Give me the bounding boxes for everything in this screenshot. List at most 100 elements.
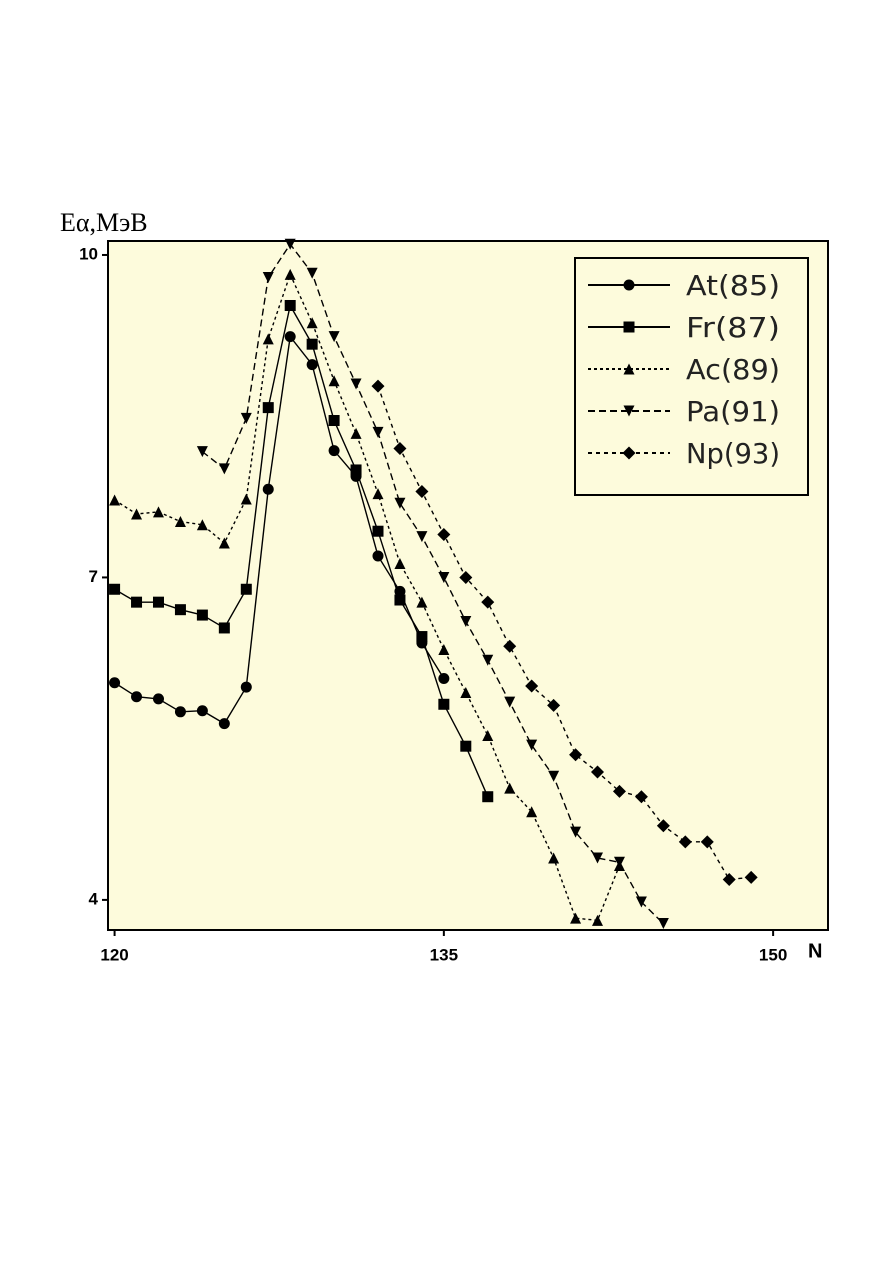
marker xyxy=(350,464,362,476)
marker xyxy=(218,463,230,475)
marker xyxy=(481,595,495,609)
marker xyxy=(131,596,143,608)
series-line xyxy=(114,334,445,725)
marker xyxy=(372,550,384,562)
marker xyxy=(482,791,494,803)
marker xyxy=(109,494,121,506)
marker xyxy=(437,527,451,541)
marker xyxy=(504,782,516,794)
x-tick-label: 135 xyxy=(430,945,458,964)
marker xyxy=(240,493,252,505)
marker xyxy=(393,441,407,455)
marker xyxy=(306,317,318,329)
marker xyxy=(526,739,538,751)
marker xyxy=(284,238,296,250)
marker xyxy=(612,784,626,798)
marker xyxy=(240,412,252,424)
marker xyxy=(262,483,274,495)
marker xyxy=(394,557,406,569)
marker xyxy=(350,378,362,390)
marker xyxy=(438,672,450,684)
marker xyxy=(415,484,429,498)
legend-label: At(85) xyxy=(686,269,780,302)
marker xyxy=(416,596,428,608)
legend-label: Ac(89) xyxy=(686,353,780,386)
marker xyxy=(262,402,274,414)
marker xyxy=(240,583,252,595)
marker xyxy=(678,835,692,849)
marker xyxy=(438,698,450,710)
x-tick-label: 120 xyxy=(100,945,128,964)
marker xyxy=(526,806,538,818)
marker xyxy=(262,272,274,284)
legend-marker xyxy=(622,446,636,460)
marker xyxy=(394,585,406,597)
legend-marker xyxy=(623,405,635,417)
marker xyxy=(306,267,318,279)
marker xyxy=(196,446,208,458)
marker xyxy=(218,718,230,730)
series-line xyxy=(201,243,664,925)
marker xyxy=(438,571,450,583)
marker xyxy=(525,679,539,693)
marker xyxy=(570,912,582,924)
y-axis-label: Eα,МэВ xyxy=(60,208,148,237)
marker xyxy=(482,729,494,741)
marker xyxy=(306,359,318,371)
x-tick-label: 150 xyxy=(759,945,787,964)
marker xyxy=(372,525,384,537)
marker xyxy=(174,604,186,616)
marker xyxy=(547,698,561,712)
marker xyxy=(196,609,208,621)
legend-label: Pa(91) xyxy=(686,395,780,428)
marker xyxy=(350,427,362,439)
marker xyxy=(240,681,252,693)
marker xyxy=(371,379,385,393)
marker xyxy=(328,375,340,387)
legend-marker xyxy=(623,279,635,291)
marker xyxy=(634,790,648,804)
marker xyxy=(416,631,428,643)
marker xyxy=(460,616,472,628)
marker xyxy=(218,622,230,634)
marker xyxy=(438,643,450,655)
marker xyxy=(328,445,340,457)
marker xyxy=(284,331,296,343)
legend-box xyxy=(574,257,809,496)
marker xyxy=(482,654,494,666)
marker xyxy=(109,677,121,689)
marker xyxy=(284,268,296,280)
marker xyxy=(569,748,583,762)
marker xyxy=(284,299,296,311)
marker xyxy=(460,686,472,698)
marker xyxy=(394,497,406,509)
marker xyxy=(548,770,560,782)
marker xyxy=(635,896,647,908)
marker xyxy=(548,852,560,864)
marker xyxy=(592,852,604,864)
marker xyxy=(218,537,230,549)
marker xyxy=(262,333,274,345)
marker xyxy=(460,740,472,752)
marker xyxy=(394,594,406,606)
marker xyxy=(613,856,625,868)
marker xyxy=(416,531,428,543)
marker xyxy=(503,639,517,653)
marker xyxy=(744,870,758,884)
marker xyxy=(196,705,208,717)
marker xyxy=(592,914,604,926)
marker xyxy=(131,691,143,703)
marker xyxy=(700,835,714,849)
y-tick-label: 10 xyxy=(79,244,98,263)
series-line xyxy=(114,272,621,922)
marker xyxy=(152,506,164,518)
marker xyxy=(174,516,186,528)
marker xyxy=(306,338,318,350)
marker xyxy=(196,519,208,531)
y-tick-label: 4 xyxy=(89,889,99,908)
marker xyxy=(152,596,164,608)
marker xyxy=(657,918,669,930)
marker xyxy=(591,765,605,779)
